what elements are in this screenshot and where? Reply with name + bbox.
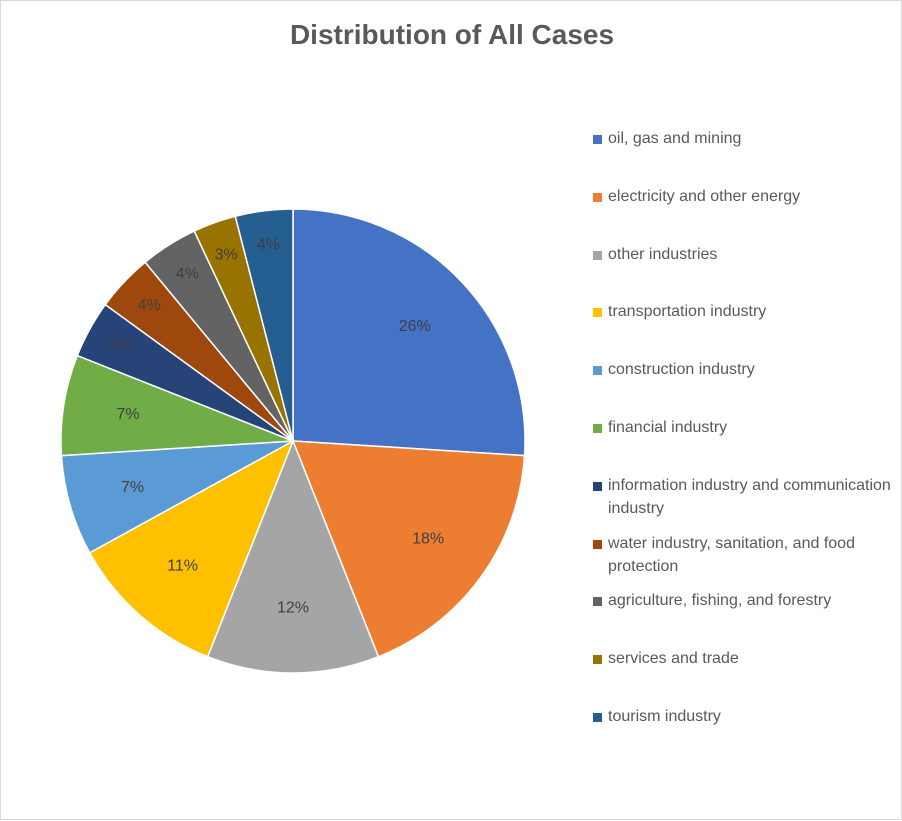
legend-label: construction industry: [608, 361, 755, 379]
legend-swatch: [593, 250, 602, 260]
legend-swatch: [593, 308, 602, 318]
legend-item-other-industries: other industries: [593, 243, 893, 266]
legend-swatch: [593, 135, 602, 144]
legend-item-services-and-trade: services and trade: [593, 647, 893, 670]
pie-slice-tourism-industry: [234, 208, 294, 442]
data-label-construction-industry: 7%: [121, 479, 144, 496]
data-label-electricity-and-other-energy: 18%: [412, 530, 444, 547]
legend-item-agriculture-fishing-and-forestry: agriculture, fishing, and forestry: [593, 589, 893, 612]
chart-title: Distribution of All Cases: [289, 19, 615, 50]
legend-label: water industry, sanitation, and food pro…: [608, 534, 855, 575]
pie-slice-construction-industry: [60, 440, 294, 554]
data-label-tourism-industry: 4%: [257, 237, 280, 254]
legend-label: tourism industry: [608, 708, 721, 725]
legend-label: services and trade: [608, 650, 739, 668]
data-label-services-and-trade: 3%: [215, 247, 238, 264]
legend-item-construction-industry: construction industry: [593, 358, 893, 381]
legend-label: oil, gas and mining: [608, 130, 742, 147]
legend-item-electricity-and-other-energy: electricity and other energy: [593, 185, 893, 208]
legend-item-oil-gas-and-mining: oil, gas and mining: [593, 127, 893, 150]
legend-swatch: [593, 539, 602, 549]
data-label-agriculture-fishing-and-forestry: 4%: [176, 266, 199, 283]
pie-slice-electricity-and-other-energy: [291, 440, 526, 658]
pie-slice-other-industries: [206, 438, 380, 674]
data-label-other-industries: 12%: [277, 599, 309, 616]
legend-swatch: [593, 713, 602, 722]
legend-label: other industries: [608, 245, 718, 263]
data-label-oil-gas-and-mining: 26%: [399, 318, 431, 335]
legend-label: agriculture, fishing, and forestry: [608, 592, 832, 610]
legend-swatch: [593, 192, 602, 202]
pie-slice-financial-industry: [60, 354, 294, 457]
legend-label: electricity and other energy: [608, 187, 801, 205]
legend-label: transportation industry: [608, 303, 767, 321]
legend-swatch: [593, 424, 602, 433]
legend-item-tourism-industry: tourism industry: [593, 705, 893, 728]
pie-slice-transportation-industry: [88, 439, 295, 658]
data-label-water-industry-sanitation-and-food-protection: 4%: [138, 297, 161, 314]
legend-swatch: [593, 597, 602, 607]
legend-swatch: [593, 366, 602, 376]
data-label-transportation-industry: 11%: [167, 558, 198, 575]
legend-item-financial-industry: financial industry: [593, 416, 893, 439]
pie-slice-oil-gas-and-mining: [292, 208, 526, 457]
legend-label: information industry and communication i…: [608, 476, 891, 517]
legend-item-information-industry-and-communication-industry: information industry and communication i…: [593, 474, 893, 520]
data-label-financial-industry: 7%: [116, 406, 139, 423]
legend-swatch: [593, 655, 602, 665]
legend-item-water-industry-sanitation-and-food-protection: water industry, sanitation, and food pro…: [593, 532, 893, 578]
data-label-information-industry-and-communication-industry: 4%: [109, 337, 132, 354]
legend-item-transportation-industry: transportation industry: [593, 300, 893, 323]
legend-swatch: [593, 481, 602, 491]
legend-label: financial industry: [608, 419, 728, 436]
